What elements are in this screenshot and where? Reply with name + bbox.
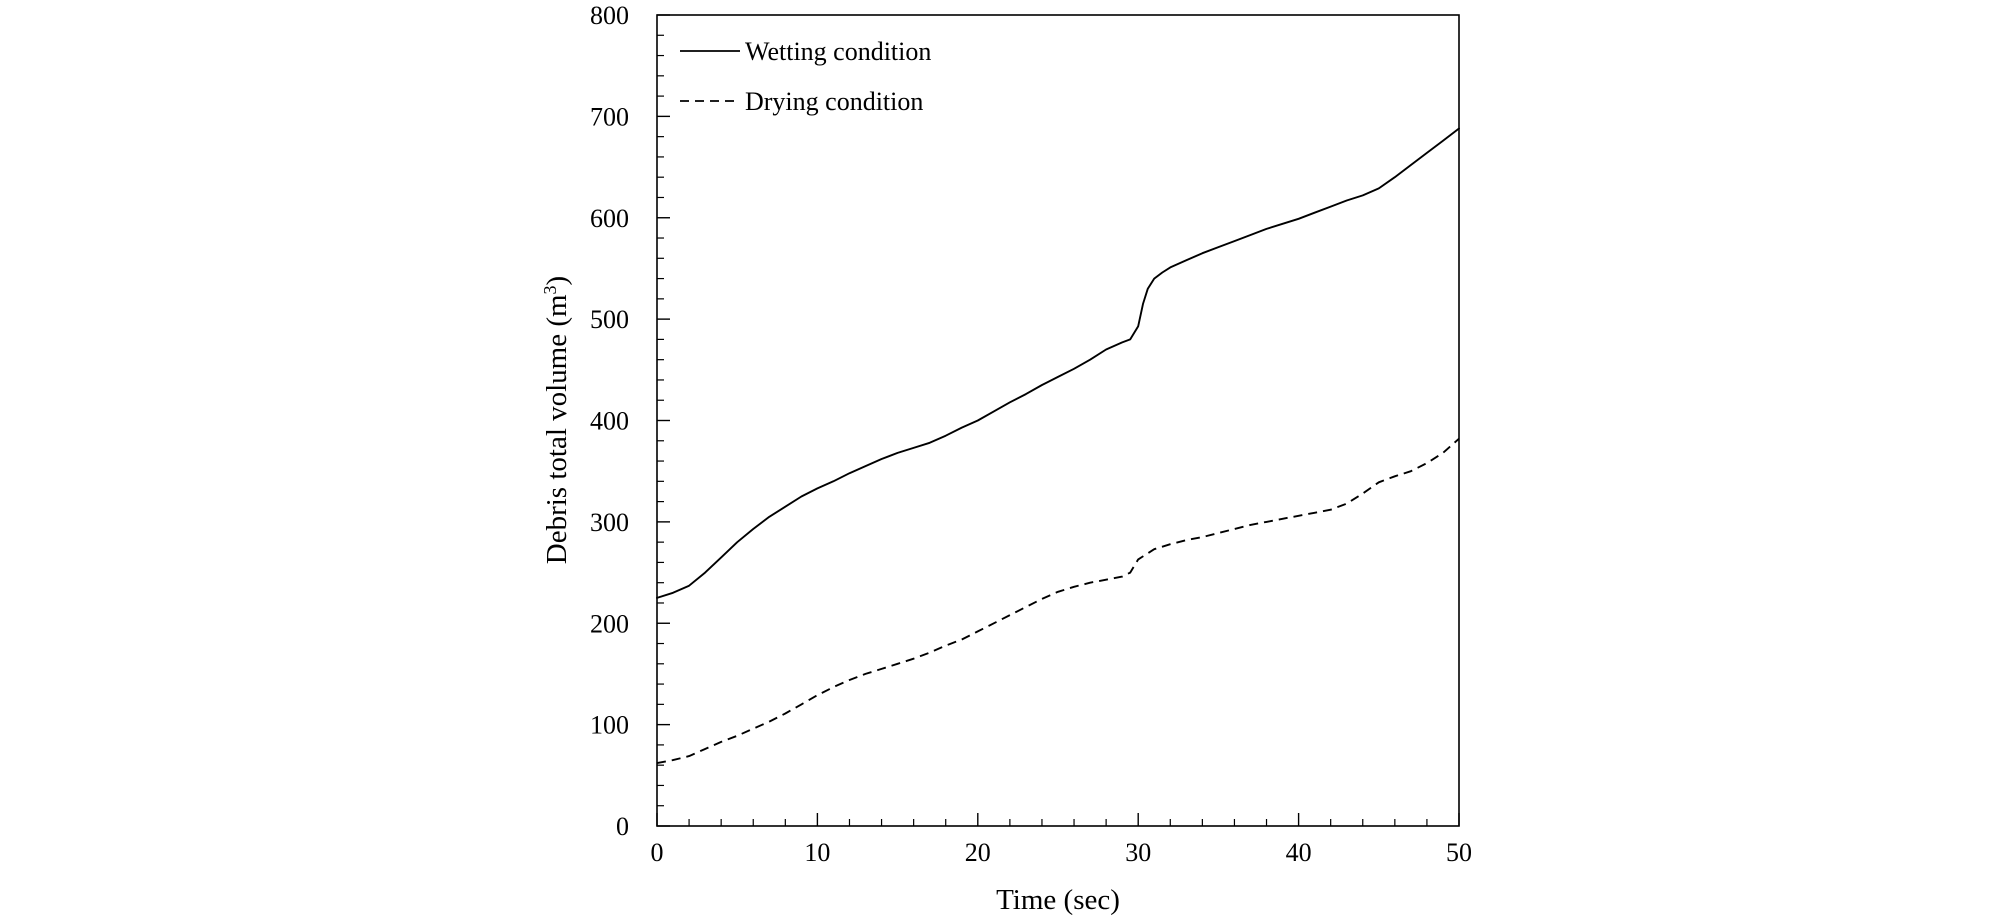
y-tick-label: 700: [590, 102, 629, 131]
y-axis-title-main: Debris total volume (m: [541, 294, 573, 564]
legend-label-wetting: Wetting condition: [745, 37, 931, 66]
y-axis-title: Debris total volume (m3): [540, 276, 573, 564]
plot-frame: [656, 14, 1460, 827]
y-tick-label: 800: [590, 1, 629, 30]
y-axis-title-superscript: 3: [540, 285, 560, 294]
y-tick-label: 600: [590, 204, 629, 233]
x-tick-label: 0: [651, 838, 664, 867]
x-minor-ticks: [688, 819, 1428, 826]
legend: Wetting condition Drying condition: [680, 37, 931, 116]
y-axis-title-close: ): [541, 276, 573, 286]
y-tick-label: 200: [590, 609, 629, 638]
y-tick-label: 500: [590, 305, 629, 334]
series-line-drying: [656, 437, 1460, 765]
series-line-wetting: [656, 127, 1460, 599]
y-tick-label: 100: [590, 711, 629, 740]
x-major-ticks: [656, 813, 1460, 826]
x-tick-label: 50: [1446, 838, 1472, 867]
y-tick-label: 300: [590, 508, 629, 537]
y-tick-label: 0: [616, 812, 629, 841]
series-layer: [656, 127, 1460, 765]
x-tick-label: 20: [965, 838, 991, 867]
x-tick-labels: 0 10 20 30 40 50: [651, 838, 1473, 867]
legend-label-drying: Drying condition: [745, 87, 923, 116]
y-tick-labels: 0 100 200 300 400 500 600 700 800: [590, 1, 629, 841]
x-axis-title: Time (sec): [996, 884, 1120, 916]
x-tick-label: 10: [804, 838, 830, 867]
x-tick-label: 30: [1125, 838, 1151, 867]
y-tick-label: 400: [590, 407, 629, 436]
y-minor-ticks: [657, 34, 664, 807]
x-tick-label: 40: [1286, 838, 1312, 867]
